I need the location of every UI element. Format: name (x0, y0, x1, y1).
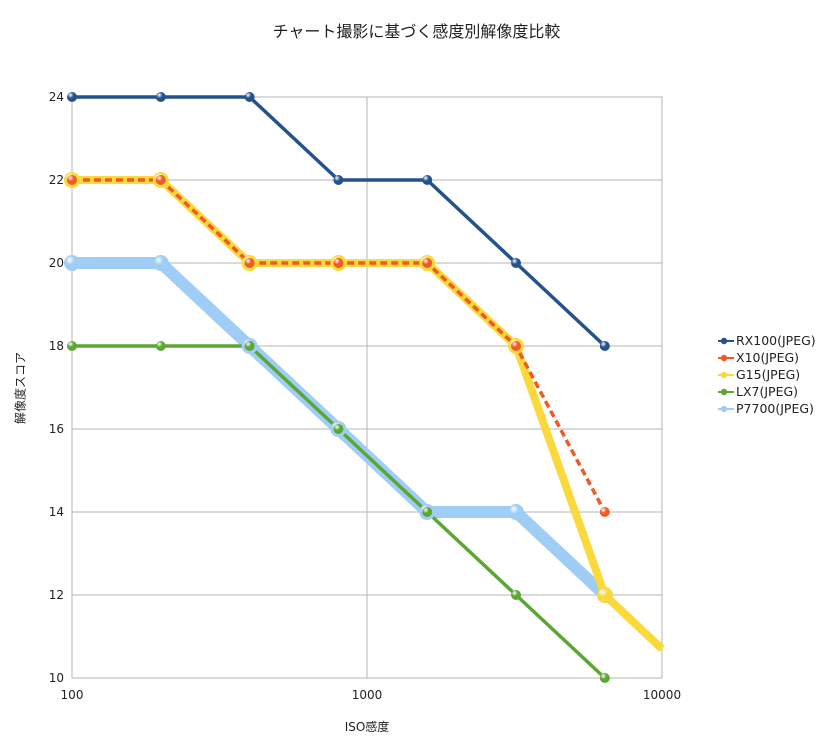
y-tick-label: 14 (49, 505, 64, 519)
chart-title: チャート撮影に基づく感度別解像度比較 (272, 22, 561, 41)
data-point (333, 175, 344, 185)
data-point (596, 587, 613, 603)
legend-label: RX100(JPEG) (736, 333, 816, 348)
data-point (511, 258, 522, 268)
y-tick-label: 18 (49, 339, 64, 353)
data-point (244, 341, 255, 351)
legend-label: P7700(JPEG) (736, 401, 814, 416)
data-point (508, 504, 525, 520)
data-point (152, 255, 169, 271)
y-tick-label: 12 (49, 588, 64, 602)
y-tick-label: 20 (49, 256, 64, 270)
data-point (333, 258, 344, 268)
data-point (67, 341, 77, 351)
data-point (67, 175, 77, 185)
legend-item: G15(JPEG) (718, 366, 816, 383)
data-point (333, 424, 344, 434)
data-point (64, 255, 80, 271)
legend-item: X10(JPEG) (718, 349, 816, 366)
x-tick-label: 1000 (352, 688, 383, 702)
x-axis-label: ISO感度 (344, 720, 390, 734)
legend-item: RX100(JPEG) (718, 332, 816, 349)
data-point (155, 341, 166, 351)
data-point (244, 92, 255, 102)
legend: RX100(JPEG) X10(JPEG) G15(JPEG) LX7(JPEG) P7… (718, 332, 816, 417)
data-point (422, 258, 433, 268)
series-line-rx100-jpeg- (72, 95, 606, 348)
x-tick-label: 100 (61, 688, 84, 702)
y-tick-label: 22 (49, 173, 64, 187)
legend-swatch (718, 354, 734, 361)
data-point (155, 92, 166, 102)
legend-swatch (718, 337, 734, 344)
legend-label: X10(JPEG) (736, 350, 800, 365)
legend-swatch (718, 405, 734, 412)
data-point (599, 507, 610, 517)
data-point (511, 590, 522, 600)
data-point (67, 92, 77, 102)
data-point (599, 341, 610, 351)
data-point (244, 258, 255, 268)
legend-item: LX7(JPEG) (718, 383, 816, 400)
legend-swatch (718, 371, 734, 378)
axes: 10 12 14 16 18 20 22 24 100 1000 10000 (49, 90, 681, 702)
data-point (511, 341, 522, 351)
series-layer (64, 92, 665, 683)
y-tick-label: 10 (49, 671, 64, 685)
x-tick-label: 10000 (643, 688, 681, 702)
legend-label: LX7(JPEG) (736, 384, 799, 399)
legend-swatch (718, 388, 734, 395)
y-tick-label: 16 (49, 422, 64, 436)
data-point (599, 673, 610, 683)
data-point (422, 175, 433, 185)
legend-label: G15(JPEG) (736, 367, 801, 382)
legend-item: P7700(JPEG) (718, 400, 816, 417)
data-point (422, 507, 433, 517)
data-point (155, 175, 166, 185)
y-tick-label: 24 (49, 90, 64, 104)
